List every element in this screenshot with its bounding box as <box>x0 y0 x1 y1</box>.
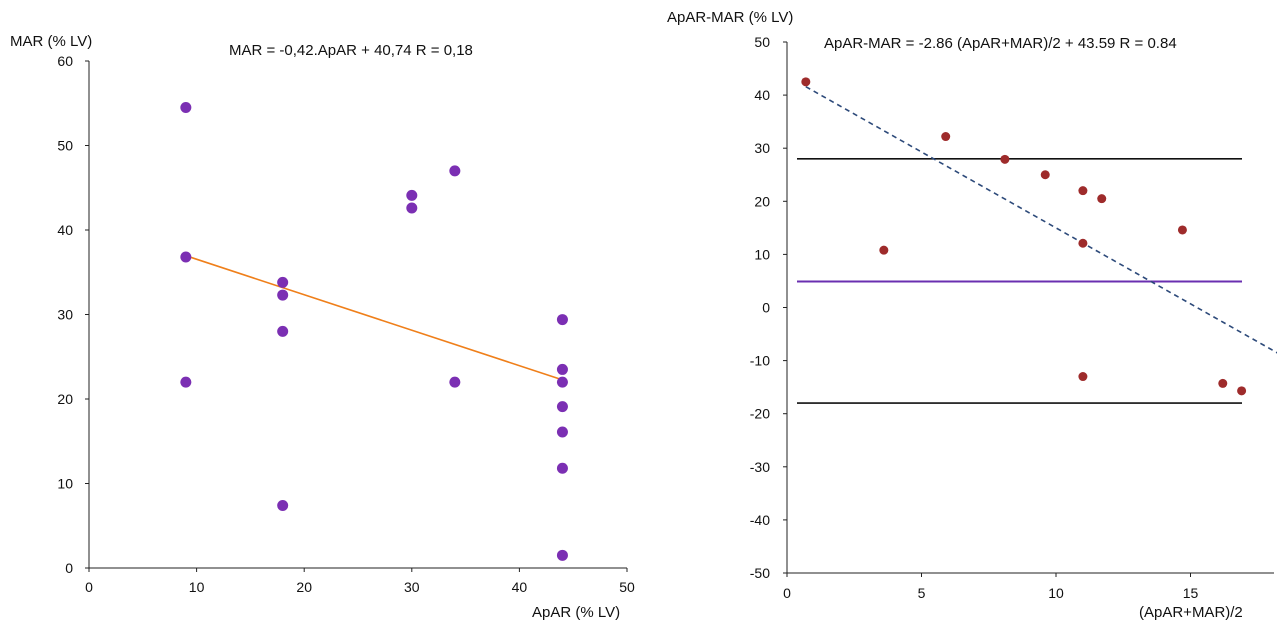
right-data-point <box>1078 238 1088 248</box>
left-x-tick-label: 10 <box>189 579 205 595</box>
right-y-axis-label: ApAR-MAR (% LV) <box>667 9 793 26</box>
right-data-point <box>801 77 811 87</box>
left-y-tick-label: 30 <box>57 307 73 323</box>
right-x-ticks: 0510152025 <box>783 573 1199 601</box>
right-data-point <box>1000 154 1010 164</box>
left-data-point <box>556 549 568 561</box>
left-y-tick-label: 60 <box>57 53 73 69</box>
left-data-point <box>556 401 568 413</box>
left-regression-line <box>185 254 563 381</box>
left-y-tick-label: 0 <box>65 560 73 576</box>
left-x-tick-label: 50 <box>619 579 635 595</box>
right-data-point <box>1078 372 1088 382</box>
left-data-point <box>277 499 289 511</box>
right-regression-line <box>805 85 1277 354</box>
left-data-point <box>556 376 568 388</box>
left-chart-equation: MAR = -0,42.ApAR + 40,74 R = 0,18 <box>229 42 473 59</box>
right-data-point <box>879 245 889 255</box>
right-y-tick-label: -30 <box>750 459 770 475</box>
left-data-point <box>277 289 289 301</box>
right-data-points <box>801 77 1247 396</box>
right-data-point <box>1177 225 1187 235</box>
right-reference-lines <box>797 158 1242 404</box>
right-x-tick-label: 0 <box>783 585 791 601</box>
left-y-tick-label: 50 <box>57 138 73 154</box>
left-data-point <box>449 165 461 177</box>
right-x-axis-label: (ApAR+MAR)/2 <box>1139 604 1243 621</box>
left-y-axis-label: MAR (% LV) <box>10 33 92 50</box>
right-y-tick-label: 40 <box>754 87 770 103</box>
left-x-tick-label: 0 <box>85 579 93 595</box>
left-regression-line-group <box>185 254 563 381</box>
right-data-point <box>1237 386 1247 396</box>
right-x-tick-label: 10 <box>1048 585 1064 601</box>
left-data-point <box>406 202 418 214</box>
left-data-point <box>180 376 192 388</box>
right-y-tick-label: 10 <box>754 246 770 262</box>
right-y-tick-label: -20 <box>750 406 770 422</box>
right-data-point <box>1097 194 1107 204</box>
left-data-point <box>277 325 289 337</box>
left-y-tick-label: 10 <box>57 476 73 492</box>
right-y-tick-label: -40 <box>750 512 770 528</box>
right-data-point <box>1078 186 1088 196</box>
right-data-point <box>941 132 951 142</box>
left-data-point <box>556 426 568 438</box>
left-y-tick-label: 40 <box>57 222 73 238</box>
right-chart-equation: ApAR-MAR = -2.86 (ApAR+MAR)/2 + 43.59 R … <box>824 35 1177 52</box>
left-data-point <box>406 189 418 201</box>
left-x-tick-label: 30 <box>404 579 420 595</box>
left-data-point <box>556 314 568 326</box>
left-data-point <box>449 376 461 388</box>
left-scatter-chart: MAR = -0,42.ApAR + 40,74 R = 0,18 MAR (%… <box>10 33 635 621</box>
right-y-tick-label: -10 <box>750 353 770 369</box>
left-y-tick-label: 20 <box>57 391 73 407</box>
right-y-tick-label: -50 <box>750 565 770 581</box>
right-data-point <box>1040 170 1050 180</box>
left-x-tick-label: 20 <box>296 579 312 595</box>
right-y-ticks: 50 40 30 20 10 0 -10 -20 -30 -40 -50 <box>750 34 787 581</box>
left-data-points <box>180 101 568 561</box>
left-x-tick-label: 40 <box>512 579 528 595</box>
right-y-tick-label: 30 <box>754 140 770 156</box>
right-x-tick-label: 5 <box>918 585 926 601</box>
right-data-point <box>1218 378 1228 388</box>
left-data-point <box>556 462 568 474</box>
left-data-point <box>180 251 192 263</box>
right-x-tick-label: 15 <box>1183 585 1199 601</box>
right-bland-altman-chart: ApAR-MAR = -2.86 (ApAR+MAR)/2 + 43.59 R … <box>667 9 1277 621</box>
left-data-point <box>180 101 192 113</box>
left-y-ticks: 0 10 20 30 40 50 60 <box>57 53 89 576</box>
left-data-point <box>556 363 568 375</box>
right-regression-line-group <box>805 85 1277 354</box>
right-y-tick-label: 20 <box>754 193 770 209</box>
left-x-ticks: 0 10 20 30 40 50 <box>85 568 635 595</box>
left-data-point <box>277 276 289 288</box>
right-y-tick-label: 50 <box>754 34 770 50</box>
left-x-axis-label: ApAR (% LV) <box>532 604 620 621</box>
right-y-tick-label: 0 <box>762 300 770 316</box>
